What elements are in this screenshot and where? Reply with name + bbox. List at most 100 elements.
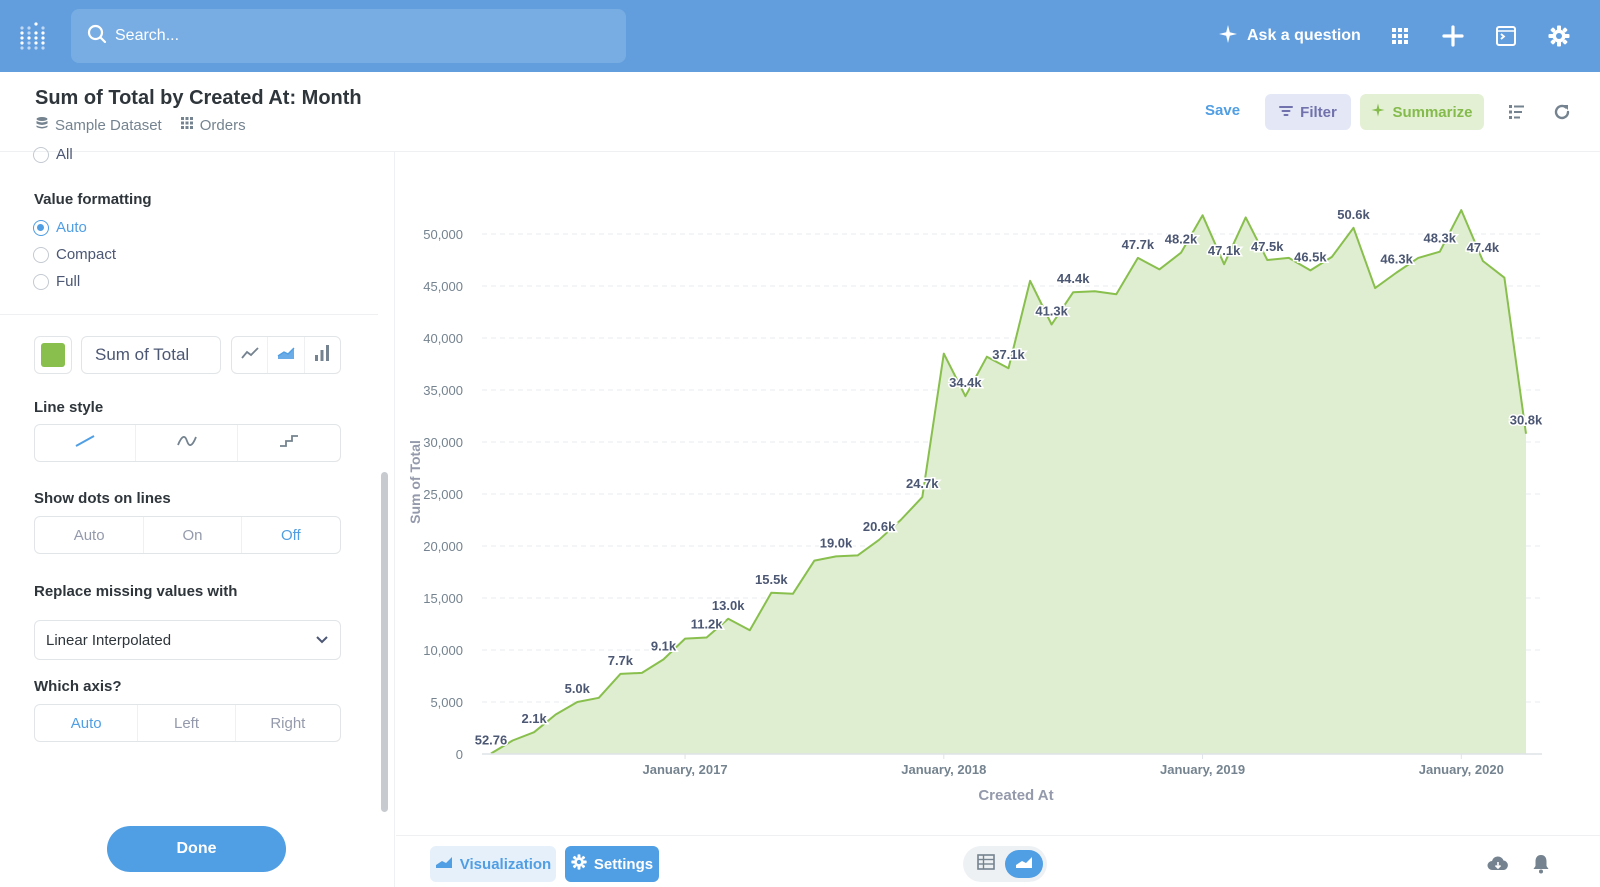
data-label: 5.0k [565,681,591,696]
notebook-editor-icon[interactable] [1505,100,1529,124]
table-icon [977,853,995,875]
series-name-input[interactable]: Sum of Total [81,336,221,374]
series-line [490,209,1527,755]
search-input[interactable]: Search... [71,9,626,63]
area-chart-icon [277,346,295,365]
data-label: 24.7k [906,476,939,491]
metabase-logo-icon[interactable] [18,20,48,52]
value-formatting-label: Value formatting [34,191,152,208]
line-style-selector [34,424,341,462]
axis-right-option[interactable]: Right [270,714,306,732]
question-title[interactable]: Sum of Total by Created At: Month [35,87,362,109]
plus-icon[interactable] [1439,22,1467,50]
data-label: 47.5k [1251,239,1284,254]
axis-left-option[interactable]: Left [138,705,236,741]
series-color-picker[interactable] [34,336,72,374]
data-label: 47.4k [1467,240,1500,255]
table-grid-icon [180,116,200,134]
summarize-button[interactable]: Summarize [1360,94,1484,130]
y-tick-label: 10,000 [423,643,463,658]
y-tick-label: 25,000 [423,487,463,502]
data-label: 46.5k [1294,249,1327,264]
line-style-step[interactable] [238,425,340,461]
display-bar-button[interactable] [305,337,340,373]
line-straight-icon [74,434,96,452]
axis-auto-option[interactable]: Auto [35,705,139,741]
line-step-icon [278,434,300,452]
area-chart: 0 5,000 10,000 15,000 20,000 25,000 30,000 35,0… [407,205,1545,804]
settings-button[interactable]: Settings [565,846,659,882]
browse-icon[interactable] [1492,22,1520,50]
bell-icon[interactable] [1530,853,1552,875]
data-label: 7.7k [608,653,634,668]
search-placeholder: Search... [115,27,180,44]
breadcrumb-database[interactable]: Sample Dataset [35,116,162,134]
display-line-button[interactable] [232,337,269,373]
line-style-curved[interactable] [136,425,238,461]
y-tick-label: 0 [456,747,463,762]
radio-auto[interactable]: Auto [33,219,87,236]
breadcrumb: Sample Dataset Orders [35,116,264,134]
series-color-swatch [41,343,65,367]
sidebar-scrollbar[interactable] [381,472,388,812]
section-divider [0,314,378,315]
radio-dot [33,146,49,163]
radio-full-label: Full [56,273,81,290]
data-label: 34.4k [949,375,982,390]
data-labels: 52.76 2.1k 5.0k 7.7k 9.1k 11.2k 13.0k 15.5k 19.0… [473,205,1544,749]
sparkle-icon [1371,103,1392,121]
x-axis-ticks: January, 2017 January, 2018 January, 2019 J… [643,754,1504,777]
question-footer: Visualization Settings [396,835,1600,887]
radio-dot [33,273,49,290]
line-style-label: Line style [34,399,104,416]
apps-grid-icon[interactable] [1386,22,1414,50]
filter-icon [1279,104,1300,121]
data-label: 19.0k [820,535,853,550]
refresh-icon[interactable] [1550,100,1574,124]
dots-on-option[interactable]: On [144,517,242,553]
data-label: 30.8k [1510,413,1543,428]
y-tick-label: 20,000 [423,539,463,554]
done-button[interactable]: Done [107,826,286,872]
y-axis-ticks: 0 5,000 10,000 15,000 20,000 25,000 30,000 35,0… [423,227,463,762]
y-tick-label: 50,000 [423,227,463,242]
y-axis-label: Sum of Total [407,440,423,524]
ask-question-button[interactable]: Ask a question [1218,22,1361,50]
data-label: 37.1k [992,347,1025,362]
filter-button[interactable]: Filter [1265,94,1351,130]
data-label: 20.6k [863,519,896,534]
table-view-toggle[interactable] [967,850,1005,878]
settings-label: Settings [593,855,654,873]
data-label: 9.1k [651,638,677,653]
chart-settings-sidebar: All Value formatting Auto Compact Full S… [0,146,395,887]
filter-label: Filter [1300,103,1337,121]
y-tick-label: 45,000 [423,279,463,294]
line-curved-icon [176,434,198,452]
dots-off-option[interactable]: Off [280,526,301,544]
data-label: 48.2k [1165,232,1198,247]
save-button[interactable]: Save [1205,102,1241,119]
radio-full[interactable]: Full [33,273,80,290]
breadcrumb-table[interactable]: Orders [180,116,246,134]
dots-auto-option[interactable]: Auto [35,517,145,553]
radio-compact[interactable]: Compact [33,246,116,263]
y-tick-label: 5,000 [430,695,463,710]
sparkle-icon [1218,24,1247,49]
gear-icon[interactable] [1545,22,1573,50]
view-toggle [963,846,1047,882]
area-chart-icon [435,855,460,873]
replace-missing-select[interactable]: Linear Interpolated [34,620,341,660]
top-navbar: Search... Ask a question [0,0,1600,72]
display-area-button[interactable] [268,337,305,373]
line-chart-icon [240,346,259,365]
line-style-straight[interactable] [35,425,137,461]
ask-question-label: Ask a question [1247,27,1361,44]
radio-all[interactable]: All [33,146,73,163]
chart-view-toggle[interactable] [1005,850,1043,878]
visualization-button[interactable]: Visualization [430,846,556,882]
download-icon[interactable] [1487,853,1509,875]
y-tick-label: 35,000 [423,383,463,398]
which-axis-label: Which axis? [34,678,122,695]
question-header: Sum of Total by Created At: Month Sample… [0,72,1600,152]
y-tick-label: 40,000 [423,331,463,346]
